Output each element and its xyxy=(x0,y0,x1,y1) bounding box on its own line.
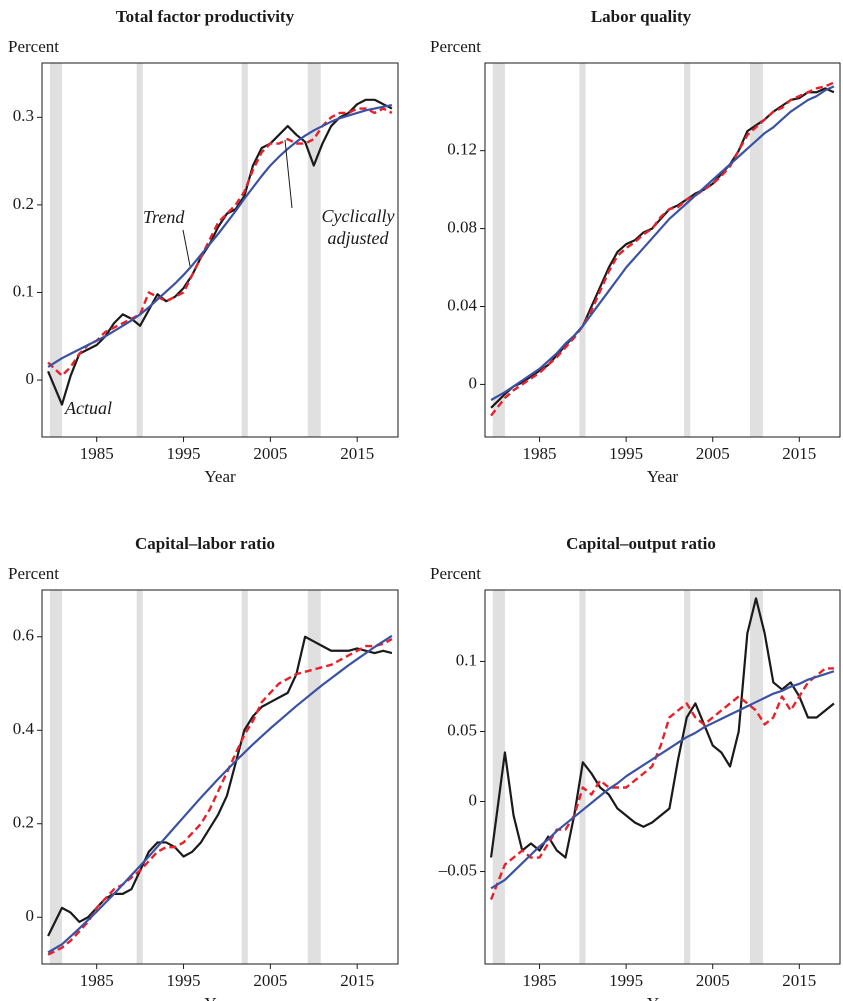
series-line xyxy=(489,597,835,859)
x-tick-label: 1985 xyxy=(523,444,557,463)
annotation-leader xyxy=(284,139,293,209)
x-axis-label: Year xyxy=(647,994,679,1001)
series-line xyxy=(47,103,393,368)
x-tick-label: 1985 xyxy=(523,971,557,990)
series-line xyxy=(489,667,834,901)
chart-title: Capital–output ratio xyxy=(566,534,716,553)
recession-shade xyxy=(49,63,62,437)
chart-title: Capital–labor ratio xyxy=(135,534,275,553)
chart-title: Labor quality xyxy=(591,7,692,26)
x-tick-label: 2005 xyxy=(253,444,287,463)
y-tick-label: 0.1 xyxy=(456,650,477,669)
y-axis-label: Percent xyxy=(430,37,481,56)
x-tick-label: 2015 xyxy=(782,444,816,463)
x-tick-label: 1985 xyxy=(80,444,114,463)
y-tick-label: 0.08 xyxy=(447,217,477,236)
x-tick-label: 1995 xyxy=(609,444,643,463)
y-axis-label: Percent xyxy=(8,564,59,583)
y-tick-label: 0.12 xyxy=(447,140,477,159)
y-tick-label: 0.6 xyxy=(13,626,34,645)
recession-shade xyxy=(684,63,691,437)
y-tick-label: 0.3 xyxy=(13,106,34,125)
annotation: Actual xyxy=(65,398,112,418)
x-tick-label: 2015 xyxy=(340,971,374,990)
series-line xyxy=(490,87,835,409)
series-line xyxy=(490,670,835,890)
series-line xyxy=(47,98,393,406)
recession-shade xyxy=(492,590,505,964)
recession-shade xyxy=(749,590,763,964)
recession-shade xyxy=(241,63,248,437)
recession-shade xyxy=(307,590,321,964)
y-tick-label: 0.2 xyxy=(13,813,34,832)
x-axis-label: Year xyxy=(647,467,679,486)
y-axis-label: Percent xyxy=(430,564,481,583)
y-tick-label: –0.05 xyxy=(438,860,477,879)
recession-shade xyxy=(241,590,248,964)
recession-shade xyxy=(684,590,691,964)
series-line xyxy=(47,635,393,937)
x-tick-label: 2005 xyxy=(696,444,730,463)
recession-shade xyxy=(749,63,763,437)
x-tick-label: 2015 xyxy=(340,444,374,463)
plot-frame xyxy=(41,589,399,965)
y-tick-label: 0.05 xyxy=(447,720,477,739)
chart-title: Total factor productivity xyxy=(116,7,295,26)
plot-frame xyxy=(41,62,399,438)
plot-frame xyxy=(484,589,841,965)
x-tick-label: 2005 xyxy=(696,971,730,990)
recession-shade xyxy=(579,590,586,964)
x-tick-label: 1995 xyxy=(167,444,201,463)
series-line xyxy=(490,81,835,417)
series-line xyxy=(47,638,393,956)
y-tick-label: 0.1 xyxy=(13,281,34,300)
recession-shade xyxy=(579,63,586,437)
x-tick-label: 1985 xyxy=(80,971,114,990)
series-line xyxy=(490,85,835,401)
annotation: Trend xyxy=(143,207,185,227)
series-line xyxy=(47,107,393,377)
y-tick-label: 0 xyxy=(26,369,35,388)
y-tick-label: 0 xyxy=(469,790,478,809)
y-tick-label: 0.2 xyxy=(13,194,34,213)
x-tick-label: 1995 xyxy=(167,971,201,990)
x-tick-label: 1995 xyxy=(609,971,643,990)
recession-shade xyxy=(492,63,505,437)
y-tick-label: 0 xyxy=(469,373,478,392)
recession-shade xyxy=(49,590,62,964)
y-tick-label: 0 xyxy=(26,906,35,925)
y-tick-label: 0.4 xyxy=(13,719,35,738)
x-axis-label: Year xyxy=(204,994,236,1001)
recession-shade xyxy=(307,63,321,437)
recession-shade xyxy=(136,590,143,964)
y-tick-label: 0.04 xyxy=(447,295,477,314)
series-line xyxy=(47,634,393,954)
x-tick-label: 2015 xyxy=(782,971,816,990)
annotation-leader xyxy=(182,229,191,267)
plot-frame xyxy=(484,62,841,438)
x-axis-label: Year xyxy=(204,467,236,486)
y-axis-label: Percent xyxy=(8,37,59,56)
x-tick-label: 2005 xyxy=(253,971,287,990)
recession-shade xyxy=(136,63,143,437)
annotation: Cyclically adjusted xyxy=(321,206,395,248)
